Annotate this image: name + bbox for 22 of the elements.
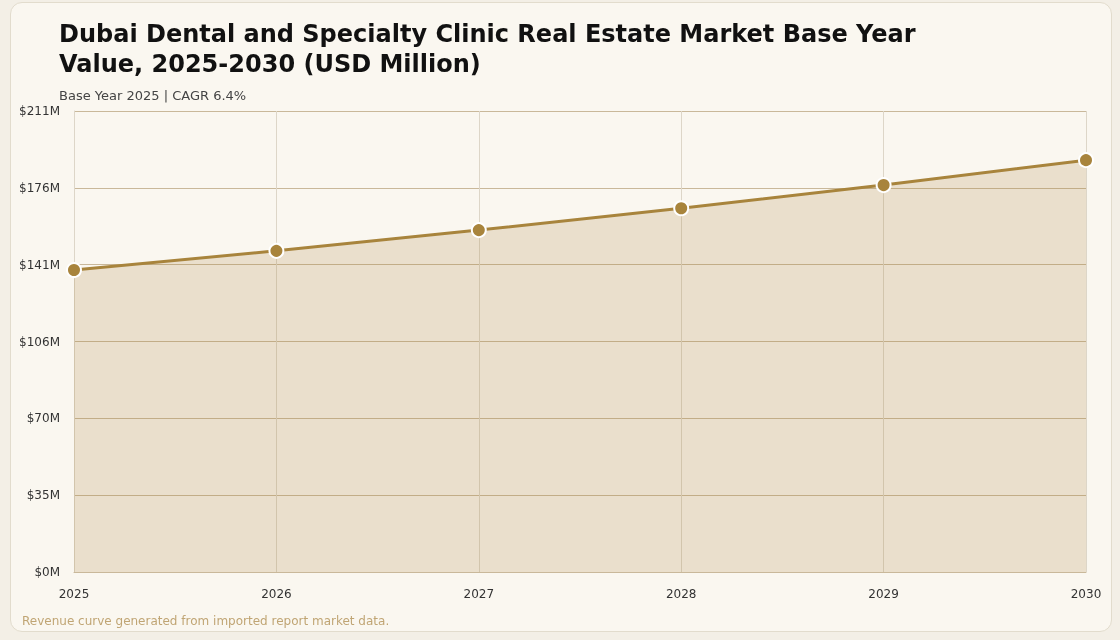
x-tick-label: 2030 [1070,587,1102,601]
point [470,222,487,239]
point [673,200,690,217]
y-tick-label: $141M [19,257,60,272]
x-tick-label: 2026 [261,587,292,601]
y-tick-label: $35M [26,488,60,503]
point [66,262,82,279]
point [268,242,285,259]
y-tick-label: $70M [26,411,60,426]
x-tick-label: 2027 [463,587,495,601]
x-tick-label: 2029 [868,587,899,601]
chart-subtitle: Base Year 2025 | CAGR 6.4% [59,88,247,103]
y-tick-label: $176M [19,180,60,195]
y-tick-label: $211M [19,104,60,118]
point [1078,152,1094,169]
y-tick-label: $0M [34,565,60,579]
x-tick-label: 2025 [58,587,90,601]
x-tick-label: 2028 [665,587,697,601]
point [875,177,892,194]
chart-title: Dubai Dental and Specialty Clinic Real Estate Market Base Year Value, 2025-2030 (USD Million) [59,20,924,78]
text: Revenue curve generated from imported report market data. [22,614,390,628]
y-tick-label: $106M [19,334,60,349]
